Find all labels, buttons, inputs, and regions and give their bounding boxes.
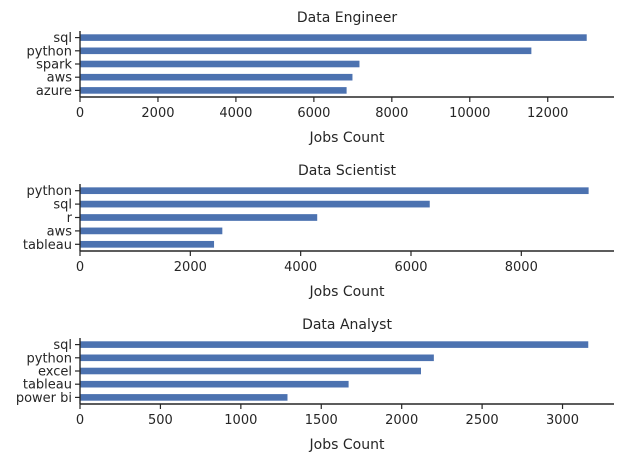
- x-tick-label: 1500: [305, 413, 338, 428]
- x-tick-label: 2000: [141, 106, 174, 121]
- x-tick-label: 500: [148, 413, 173, 428]
- x-tick-label: 3000: [546, 413, 579, 428]
- bar: [80, 200, 430, 208]
- x-tick-label: 4000: [284, 260, 317, 275]
- bar: [80, 380, 349, 388]
- y-tick-label: aws: [47, 71, 73, 86]
- bar: [80, 87, 347, 94]
- y-tick-label: tableau: [23, 238, 72, 253]
- x-tick-label: 0: [76, 260, 84, 275]
- x-axis-label: Jobs Count: [309, 437, 385, 453]
- x-tick-label: 8000: [505, 260, 538, 275]
- y-tick-label: r: [67, 211, 73, 226]
- bar: [80, 394, 288, 401]
- x-tick-label: 1000: [224, 413, 257, 428]
- bar: [80, 367, 421, 375]
- bar: [80, 73, 353, 81]
- y-tick-label: python: [27, 184, 72, 199]
- bar: [80, 47, 532, 55]
- x-tick-label: 0: [76, 106, 84, 121]
- y-tick-label: power bi: [16, 391, 72, 406]
- x-tick-label: 12000: [527, 106, 568, 121]
- bar: [80, 34, 587, 41]
- x-tick-label: 2500: [466, 413, 499, 428]
- y-tick-label: python: [27, 351, 72, 366]
- x-tick-label: 2000: [385, 413, 418, 428]
- x-tick-label: 6000: [394, 260, 427, 275]
- y-tick-label: sql: [53, 198, 72, 213]
- x-axis-label: Jobs Count: [309, 130, 385, 146]
- x-tick-label: 4000: [219, 106, 252, 121]
- x-tick-label: 6000: [297, 106, 330, 121]
- y-tick-label: aws: [47, 224, 73, 239]
- x-axis-label: Jobs Count: [309, 284, 385, 300]
- bar: [80, 354, 434, 362]
- bar: [80, 227, 223, 235]
- chart-title: Data Scientist: [298, 163, 397, 179]
- chart-title: Data Analyst: [302, 317, 392, 333]
- x-tick-label: 0: [76, 413, 84, 428]
- y-tick-label: azure: [36, 84, 72, 99]
- y-tick-label: spark: [36, 58, 72, 73]
- x-tick-label: 2000: [174, 260, 207, 275]
- bar: [80, 60, 360, 68]
- chart-title: Data Engineer: [297, 10, 397, 26]
- y-tick-label: excel: [38, 365, 72, 380]
- x-tick-label: 8000: [375, 106, 408, 121]
- bar: [80, 240, 215, 248]
- y-tick-label: sql: [53, 31, 72, 46]
- y-tick-label: python: [27, 44, 72, 59]
- x-tick-label: 10000: [449, 106, 490, 121]
- bar: [80, 341, 589, 348]
- bar: [80, 187, 589, 195]
- bar: [80, 214, 318, 221]
- y-tick-label: sql: [53, 338, 72, 353]
- y-tick-label: tableau: [23, 378, 72, 393]
